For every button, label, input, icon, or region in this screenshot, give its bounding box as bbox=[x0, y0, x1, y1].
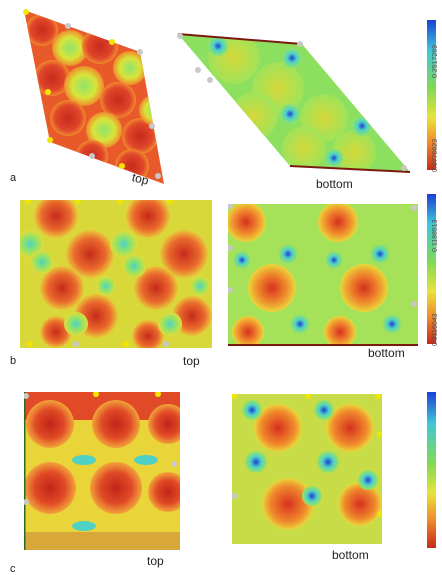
row-c-label: c bbox=[10, 563, 16, 575]
row-b-colorbar bbox=[427, 194, 436, 344]
row-a-top-map bbox=[22, 6, 167, 186]
row-b-top-map bbox=[20, 200, 212, 348]
row-a-label: a bbox=[10, 172, 17, 184]
row-b-colorbar-max: 0.1188513 bbox=[432, 219, 439, 252]
row-c-top-map bbox=[24, 392, 180, 550]
row-c-top-caption: top bbox=[147, 554, 164, 568]
row-b-colorbar-min: 0.0116043 bbox=[432, 313, 439, 346]
row-b-bottom-map bbox=[228, 204, 418, 346]
row-a-colorbar bbox=[427, 20, 436, 170]
row-c-bottom-caption: bottom bbox=[332, 548, 369, 562]
row-a-bottom-caption: bottom bbox=[316, 177, 353, 191]
row-a-colorbar-max: 0.2517269 bbox=[432, 44, 439, 78]
row-a-bottom-map bbox=[174, 30, 414, 180]
row-c-colorbar bbox=[427, 392, 436, 548]
row-b-top-caption: top bbox=[183, 354, 200, 368]
row-c-bottom-map bbox=[232, 394, 382, 544]
row-a-colorbar-min: 0.0776623 bbox=[432, 138, 439, 172]
row-b-label: b bbox=[10, 355, 17, 367]
row-b-bottom-caption: bottom bbox=[368, 346, 405, 360]
